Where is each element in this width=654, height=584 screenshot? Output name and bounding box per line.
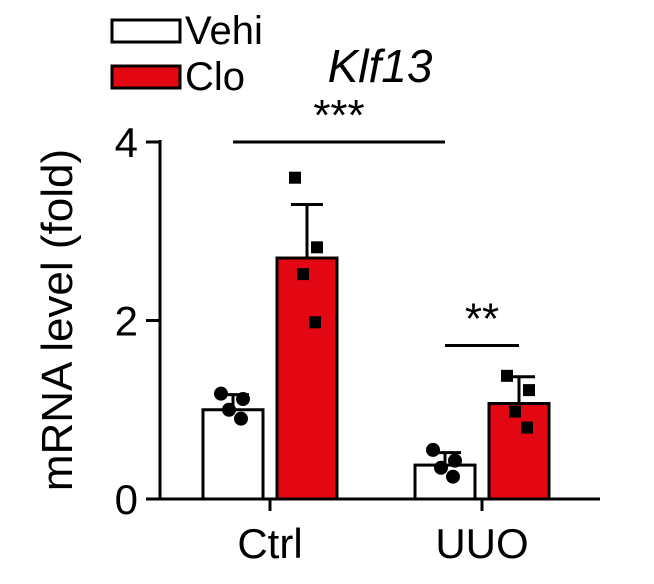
y-axis-label: mRNA level (fold) xyxy=(33,149,82,491)
data-point-clo-uuo-2 xyxy=(509,405,521,418)
bar-vehi-ctrl xyxy=(201,408,265,501)
y-tick-label-2: 4 xyxy=(115,119,138,166)
bar-clo-uuo xyxy=(487,402,551,501)
data-point-clo-uuo-0 xyxy=(501,369,513,382)
data-point-clo-uuo-1 xyxy=(523,384,535,397)
data-point-vehi-uuo-1 xyxy=(448,453,462,468)
data-point-clo-ctrl-1 xyxy=(311,241,323,254)
legend: Vehi Clo xyxy=(110,9,263,99)
y-tick-label-1: 2 xyxy=(115,298,138,345)
legend-swatch-vehi xyxy=(110,18,182,44)
data-point-clo-ctrl-2 xyxy=(297,268,309,281)
data-point-vehi-ctrl-3 xyxy=(234,411,248,426)
chart-title: Klf13 xyxy=(328,40,433,92)
data-point-clo-uuo-3 xyxy=(521,421,533,434)
data-point-clo-ctrl-0 xyxy=(289,171,301,184)
x-tick-label-1: UUO xyxy=(435,520,528,567)
data-point-vehi-uuo-3 xyxy=(446,469,460,484)
data-point-vehi-uuo-2 xyxy=(434,460,448,475)
legend-swatch-clo xyxy=(110,64,182,90)
legend-label-vehi: Vehi xyxy=(185,9,263,53)
x-tick-label-0: Ctrl xyxy=(237,520,302,567)
data-point-vehi-ctrl-1 xyxy=(236,392,250,407)
data-point-vehi-ctrl-2 xyxy=(222,402,236,417)
y-tick-label-0: 0 xyxy=(115,476,138,523)
legend-label-clo: Clo xyxy=(185,55,245,99)
data-point-vehi-ctrl-0 xyxy=(214,386,228,401)
bar-clo-ctrl xyxy=(275,256,339,501)
significance-label-0: *** xyxy=(313,91,364,140)
data-point-vehi-uuo-0 xyxy=(426,442,440,457)
significance-label-1: ** xyxy=(465,294,499,343)
data-point-clo-ctrl-3 xyxy=(309,316,321,329)
